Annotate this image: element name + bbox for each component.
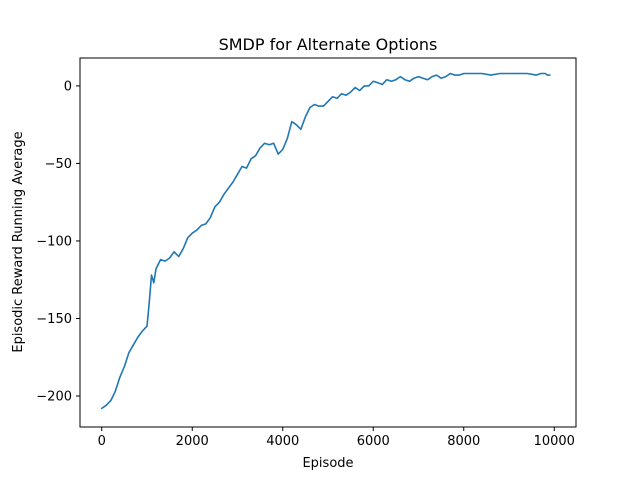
- y-tick-label: −100: [36, 234, 72, 249]
- y-tick-label: 0: [64, 79, 72, 94]
- x-tick-label: 0: [98, 434, 106, 449]
- x-tick-label: 4000: [266, 434, 299, 449]
- y-axis-label: Episodic Reward Running Average: [11, 131, 26, 352]
- x-tick-label: 2000: [176, 434, 209, 449]
- chart-title: SMDP for Alternate Options: [219, 35, 438, 54]
- x-axis-label: Episode: [302, 456, 353, 471]
- y-axis-ticks: −200 −150 −100 −50 0: [36, 79, 80, 404]
- y-tick-label: −50: [45, 157, 72, 172]
- y-tick-label: −200: [36, 389, 72, 404]
- plot-frame: [79, 57, 577, 428]
- x-tick-label: 8000: [447, 434, 480, 449]
- series-line-0: [100, 72, 551, 410]
- x-axis-ticks: 0 2000 4000 6000 8000 10000: [98, 427, 575, 449]
- x-tick-label: 10000: [534, 434, 575, 449]
- x-tick-label: 6000: [357, 434, 390, 449]
- plot-area: [100, 72, 551, 410]
- y-tick-label: −150: [36, 312, 72, 327]
